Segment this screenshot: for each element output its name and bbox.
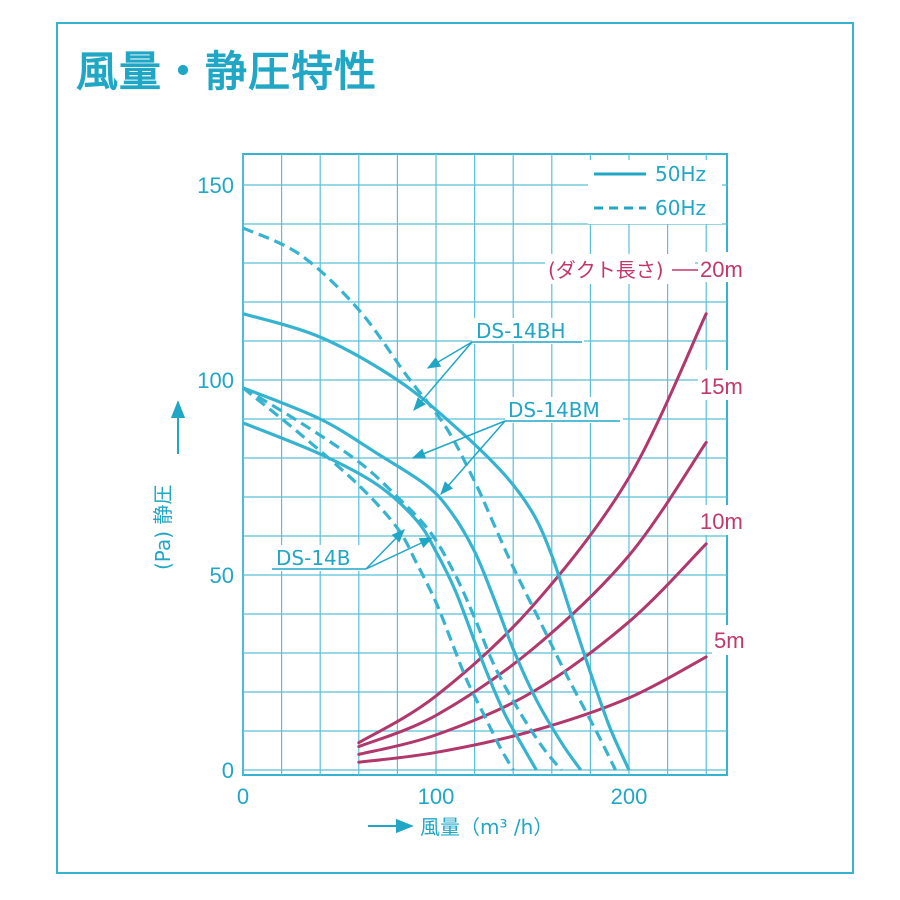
duct-label-20m: 20m (700, 257, 743, 282)
y-tick-label: 50 (210, 563, 234, 588)
duct-label-5m: 5m (714, 628, 745, 653)
fan-curve-ds-14bh-50hz (242, 312, 631, 771)
fan-curve-ds-14b-50hz (242, 421, 538, 771)
fan-curves (241, 226, 631, 772)
legend-50hz-label: 50Hz (655, 162, 706, 186)
svg-text:風量（m³ /h）: 風量（m³ /h） (420, 815, 553, 839)
x-tick-label: 200 (611, 784, 648, 809)
x-tick-labels: 0 100 200 (237, 784, 647, 809)
duct-length-note: (ダクト長さ) (548, 258, 664, 282)
y-tick-label: 150 (197, 173, 234, 198)
legend-60hz-label: 60Hz (655, 196, 706, 220)
duct-label-15m: 15m (700, 374, 743, 399)
svg-text:DS-14BH: DS-14BH (476, 319, 566, 343)
duct-curve-15m (357, 440, 708, 749)
fan-curve-ds-14bh-60hz (242, 226, 617, 771)
model-label-ds-14bm: DS-14BM (411, 397, 623, 496)
model-label-ds-14bh: DS-14BH (413, 318, 584, 412)
fan-curve-ds-14b-60hz (241, 386, 515, 771)
x-axis-title: 風量（m³ /h） (368, 815, 553, 839)
x-tick-label: 100 (418, 784, 455, 809)
duct-curve-20m (357, 312, 708, 745)
svg-text:DS-14BM: DS-14BM (508, 398, 600, 422)
fan-curve-ds-14bm-60hz (242, 386, 563, 772)
svg-text:(Pa) 静圧: (Pa) 静圧 (151, 485, 175, 570)
y-tick-label: 100 (197, 368, 234, 393)
y-axis-title: (Pa) 静圧 (151, 400, 186, 570)
plot-area (242, 153, 728, 776)
x-tick-label: 0 (237, 784, 249, 809)
duct-label-10m: 10m (700, 509, 743, 534)
page-title: 風量・静圧特性 (76, 47, 378, 96)
legend: 50Hz 60Hz (588, 160, 722, 224)
y-tick-labels: 0 50 100 150 (197, 173, 234, 783)
model-label-ds-14b: DS-14B (270, 529, 434, 571)
figure-frame (56, 22, 854, 874)
svg-text:DS-14B: DS-14B (276, 546, 350, 570)
y-tick-label: 0 (222, 758, 234, 783)
fan-curve-ds-14bm-50hz (242, 386, 583, 771)
